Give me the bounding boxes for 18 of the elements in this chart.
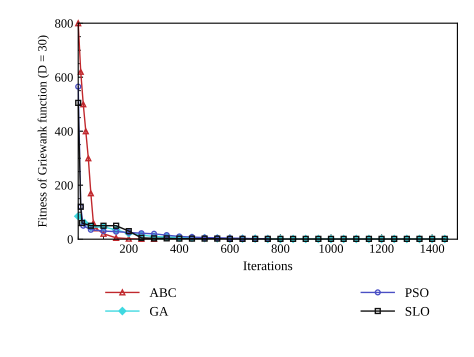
y-tick-label: 800 [55, 19, 73, 28]
legend-label: PSO [405, 288, 428, 298]
x-tick-label: 1000 [320, 244, 344, 253]
legend-label: SLO [406, 306, 430, 316]
legend-label: GA [150, 306, 168, 316]
x-tick-label: 600 [221, 244, 239, 253]
y-tick-label: 200 [55, 181, 73, 190]
x-tick-label: 800 [272, 244, 290, 253]
x-tick-label: 400 [170, 244, 188, 253]
x-tick-label: 200 [120, 244, 138, 253]
x-tick-label: 1200 [370, 244, 394, 253]
legend-label: ABC [150, 288, 176, 298]
y-tick-label: 0 [68, 235, 73, 244]
x-tick-label: 1400 [420, 244, 444, 253]
y-tick-label: 600 [55, 73, 73, 82]
y-axis-title: Fitness of Griewank function (D = 30) [38, 36, 50, 228]
y-tick-label: 400 [54, 127, 73, 136]
x-axis-title: Iterations [243, 261, 292, 270]
